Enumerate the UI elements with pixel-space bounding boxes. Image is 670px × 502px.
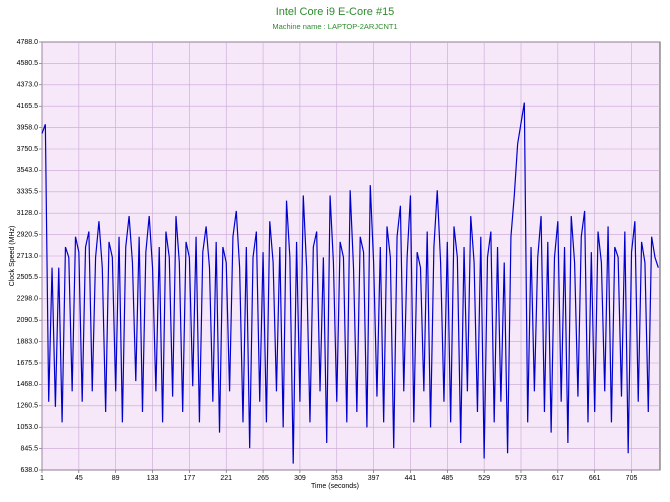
x-axis-label: Time (seconds) [311,483,359,490]
y-tick-label: 3335.5 [17,189,39,196]
y-tick-label: 4788.0 [17,39,39,46]
x-tick-label: 485 [441,475,453,482]
y-tick-label: 1675.5 [17,360,39,367]
y-tick-label: 4165.5 [17,103,39,110]
x-tick-label: 309 [294,475,306,482]
y-axis-label: Clock Speed (MHz) [9,226,16,287]
y-tick-label: 1053.0 [17,424,39,431]
x-tick-label: 133 [147,475,159,482]
y-tick-label: 1468.0 [17,381,39,388]
x-tick-label: 573 [515,475,527,482]
y-tick-label: 2090.5 [17,317,39,324]
y-tick-label: 4580.5 [17,60,39,67]
x-tick-label: 265 [257,475,269,482]
x-tick-label: 397 [368,475,380,482]
y-tick-label: 2505.5 [17,274,39,281]
x-tick-label: 89 [112,475,120,482]
data-line [41,102,659,464]
x-tick-label: 661 [589,475,601,482]
y-tick-label: 2920.5 [17,231,39,238]
y-tick-label: 3958.0 [17,124,39,131]
x-tick-label: 529 [478,475,490,482]
x-tick-label: 221 [220,475,232,482]
x-tick-label: 353 [331,475,343,482]
chart-title: Intel Core i9 E-Core #15 [276,6,395,18]
x-tick-label: 441 [405,475,417,482]
y-tick-label: 3128.0 [17,210,39,217]
y-tick-label: 2298.0 [17,296,39,303]
x-tick-label: 177 [184,475,196,482]
y-tick-label: 4373.0 [17,82,39,89]
chart-subtitle: Machine name : LAPTOP-2ARJCNT1 [272,22,397,31]
y-tick-label: 638.0 [20,467,38,474]
x-tick-label: 45 [75,475,83,482]
y-tick-label: 845.5 [20,445,38,452]
x-tick-label: 705 [626,475,638,482]
y-tick-label: 3543.0 [17,167,39,174]
x-tick-label: 1 [40,475,44,482]
y-tick-label: 1883.0 [17,338,39,345]
y-tick-label: 3750.5 [17,146,39,153]
x-tick-label: 617 [552,475,564,482]
y-tick-label: 1260.5 [17,403,39,410]
y-tick-label: 2713.0 [17,253,39,260]
